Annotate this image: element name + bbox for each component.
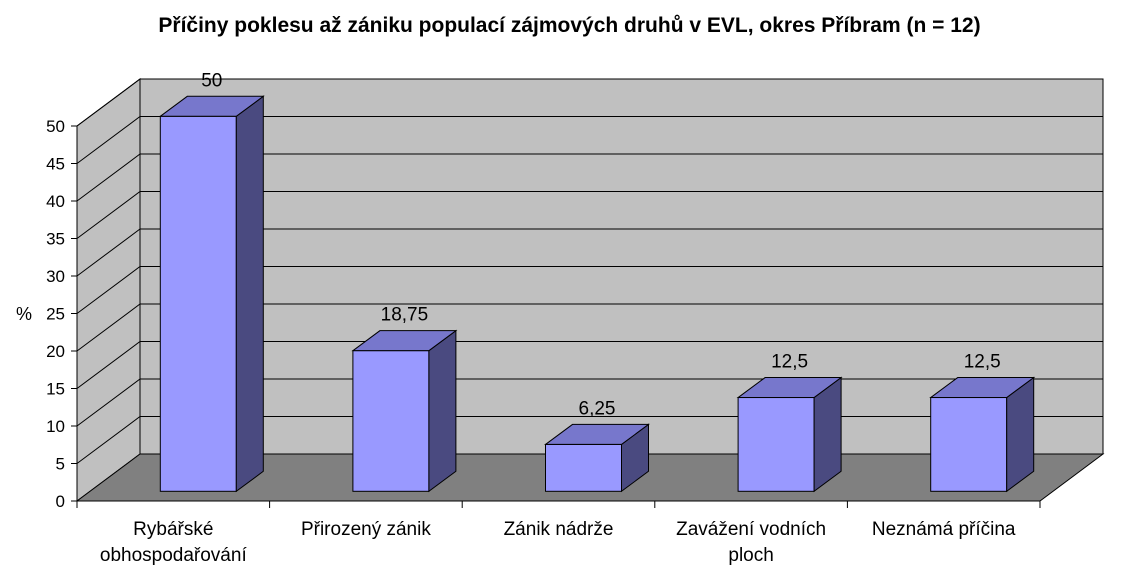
bar: [736, 376, 843, 493]
y-tick-label: 10: [46, 417, 65, 436]
gridline: [76, 266, 1103, 314]
gridline: [76, 153, 1103, 202]
gridline: [76, 78, 1103, 127]
y-tick-label: 30: [46, 267, 65, 286]
gridline: [76, 191, 1103, 239]
y-tick-label: 40: [46, 192, 65, 211]
category-label: Neznámá příčina: [872, 519, 1016, 540]
gridline: [76, 228, 1103, 277]
category-label: Zavážení vodních: [676, 519, 826, 540]
y-tick-label: 45: [46, 155, 65, 174]
y-tick-label: 15: [46, 380, 65, 399]
bar: [351, 329, 458, 493]
gridline: [76, 341, 1103, 389]
bar-front: [545, 443, 622, 492]
y-tick-label: 50: [46, 117, 65, 136]
bar-top: [158, 95, 265, 117]
bar-front: [737, 397, 815, 492]
bar-side: [235, 95, 264, 493]
gridline: [76, 116, 1103, 164]
y-tick-label: 0: [56, 492, 65, 511]
category-label: ploch: [728, 545, 773, 566]
bar-top: [929, 377, 1036, 399]
y-axis-label: %: [16, 304, 32, 324]
y-tick-label: 5: [56, 455, 65, 474]
category-label: Zánik nádrže: [504, 519, 614, 540]
data-label: 50: [201, 70, 222, 91]
chart-title: Příčiny poklesu až zániku populací zájmo…: [158, 14, 981, 37]
category-label: Rybářské: [133, 519, 213, 540]
bar-top: [543, 423, 651, 445]
category-label: Přirozený zánik: [301, 519, 431, 540]
bar: [543, 423, 651, 493]
bar-front: [159, 115, 237, 492]
bar: [158, 95, 265, 493]
y-tick-label: 25: [46, 305, 65, 324]
y-tick-label: 20: [46, 342, 65, 361]
gridline: [76, 303, 1103, 352]
bar-front: [930, 397, 1008, 492]
y-tick-label: 35: [46, 230, 65, 249]
data-label: 12,5: [771, 352, 808, 373]
data-label: 12,5: [964, 352, 1001, 373]
bar-top: [736, 377, 843, 399]
data-label: 6,25: [579, 398, 616, 419]
category-label: obhospodařování: [100, 545, 248, 566]
bar: [929, 376, 1036, 493]
bar-front: [352, 350, 430, 492]
bar-side: [428, 329, 457, 493]
bar-top: [351, 330, 458, 352]
data-label: 18,75: [381, 305, 429, 326]
